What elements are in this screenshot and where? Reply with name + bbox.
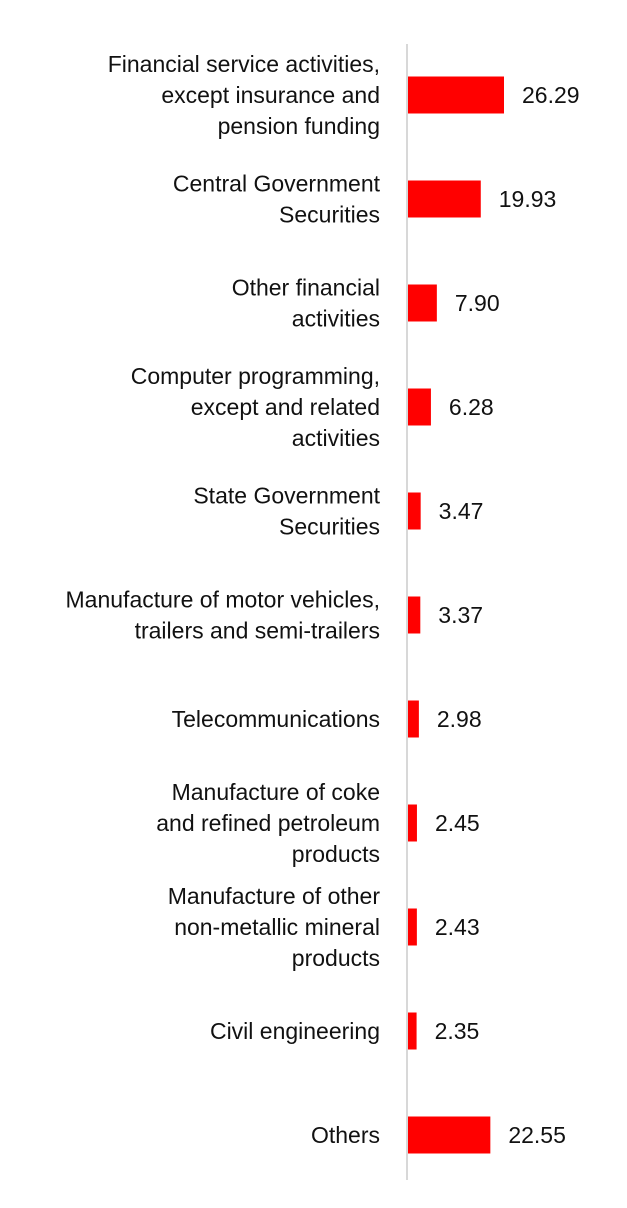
bar	[408, 388, 431, 426]
category-label: Others	[311, 1122, 380, 1148]
category-label: Telecommunications	[172, 706, 380, 732]
data-label: 3.47	[439, 498, 484, 524]
bar	[408, 1012, 417, 1050]
category-label: Manufacture of coke and refined petroleum…	[156, 779, 380, 867]
bar	[408, 76, 504, 114]
data-label: 2.35	[435, 1018, 480, 1044]
data-label: 2.45	[435, 810, 480, 836]
bar	[408, 180, 481, 218]
bar	[408, 804, 417, 842]
bar	[408, 1116, 491, 1154]
bar	[408, 700, 419, 738]
category-label: Civil engineering	[210, 1018, 380, 1044]
bar	[408, 908, 417, 946]
data-label: 22.55	[508, 1122, 566, 1148]
data-label: 2.98	[437, 706, 482, 732]
category-label: Computer programming, except and related a…	[131, 363, 380, 451]
category-label: State Government Securities	[193, 483, 380, 540]
category-label: Other financial activities	[232, 275, 380, 332]
bar	[408, 284, 437, 322]
category-label: Central Government Securities	[173, 171, 381, 228]
data-label: 2.43	[435, 914, 480, 940]
data-label: 19.93	[499, 186, 557, 212]
data-label: 3.37	[438, 602, 483, 628]
category-label: Manufacture of motor vehicles, trailers a…	[66, 587, 380, 644]
data-label: 7.90	[455, 290, 500, 316]
category-label: Manufacture of other non-metallic mineral…	[168, 883, 381, 971]
bar	[408, 596, 421, 634]
bar	[408, 492, 421, 530]
data-label: 26.29	[522, 82, 580, 108]
category-label: Financial service activities, except insu…	[108, 51, 380, 139]
data-label: 6.28	[449, 394, 494, 420]
